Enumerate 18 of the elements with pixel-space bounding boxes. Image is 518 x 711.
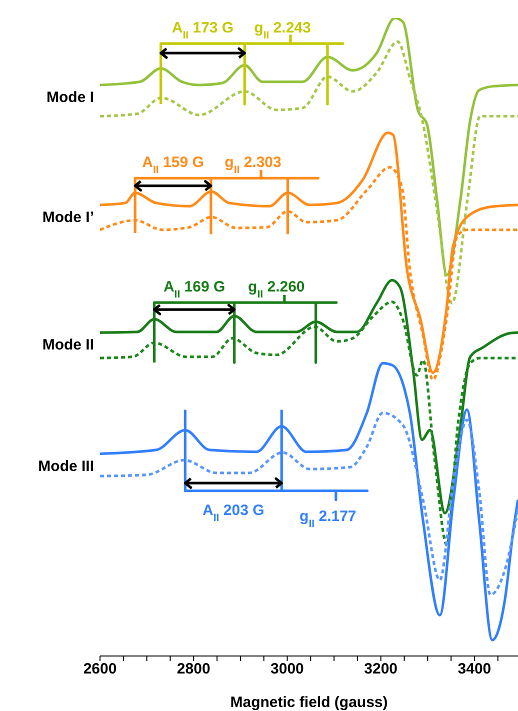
- annotation: A$_{II}$ 159 G: [142, 154, 204, 176]
- series-label: Mode II: [42, 336, 94, 354]
- series-label: Mode I: [46, 88, 94, 106]
- x-tick-label: 3200: [364, 660, 398, 678]
- x-tick-label: 3000: [270, 660, 304, 678]
- annotation: A$_{II}$ 169 G: [163, 278, 226, 301]
- annotation: A$_{II}$ 203 G: [202, 502, 264, 524]
- x-tick-label: 3400: [458, 660, 492, 678]
- series-label: Mode I’: [42, 208, 94, 226]
- x-tick-label: 2800: [176, 660, 210, 678]
- x-tick-label: 2600: [83, 660, 117, 678]
- annotation: g$_{II}$ 2.243: [254, 20, 311, 42]
- annotation: g$_{II}$ 2.303: [224, 154, 282, 176]
- annotation: A$_{II}$ 173 G: [172, 20, 234, 42]
- annotation: g$_{II}$ 2.260: [248, 278, 305, 301]
- annotation: g$_{II}$ 2.177: [300, 508, 356, 530]
- x-axis-title: Magnetic field (gauss): [230, 694, 388, 711]
- series-label: Mode III: [38, 458, 94, 475]
